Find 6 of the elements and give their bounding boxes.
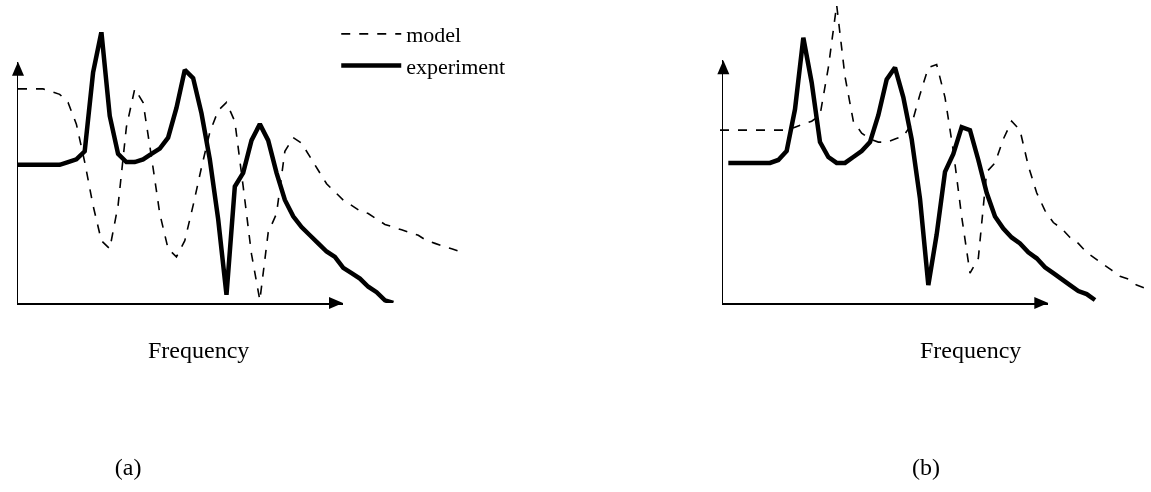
- legend-label: model: [406, 22, 462, 48]
- legend-label: experiment: [406, 54, 506, 80]
- x-axis-title: Frequency: [148, 337, 250, 363]
- text: (b): [912, 454, 940, 481]
- text: (a): [114, 454, 142, 481]
- x-axis-title: Frequency: [920, 337, 1022, 363]
